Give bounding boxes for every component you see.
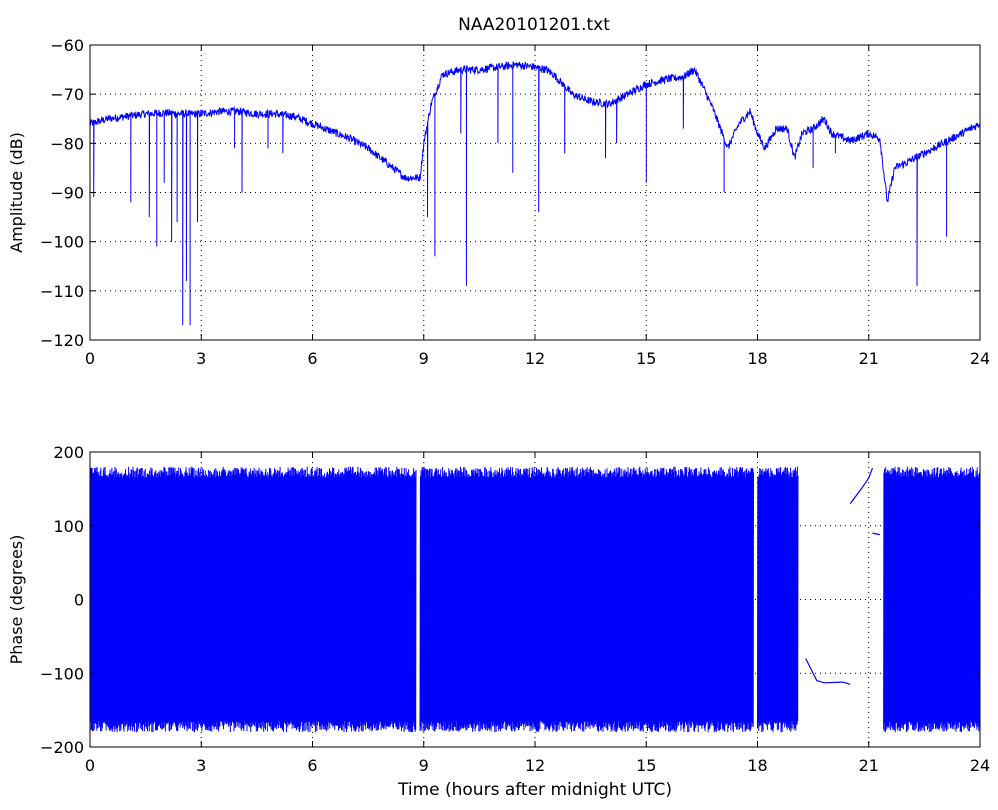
phase-series-segment: [805, 658, 851, 685]
y-axis-label: Phase (degrees): [7, 535, 26, 665]
amplitude-plot: 0 3 6 9 12 15 18 21 24 −120 −110 −100 −90 −80 −70 −60 Am…: [7, 36, 990, 368]
x-tick-label: 6: [307, 756, 317, 775]
phase-series-segment: [890, 621, 907, 674]
phase-plot: 0 3 6 9 12 15 18 21 24 −200 −100 0 100 200 Phase (degr…: [7, 443, 990, 800]
x-tick-label: 6: [307, 349, 317, 368]
x-tick-label: 24: [970, 756, 990, 775]
y-tick-label: −60: [50, 36, 84, 55]
x-tick-label: 15: [636, 349, 656, 368]
x-tick-label: 15: [636, 756, 656, 775]
x-tick-label: 0: [85, 756, 95, 775]
y-axis-label: Amplitude (dB): [7, 132, 26, 253]
x-tick-label: 18: [747, 756, 767, 775]
y-tick-label: −100: [40, 664, 84, 683]
y-tick-label: −70: [50, 85, 84, 104]
y-tick-label: −120: [40, 331, 84, 350]
x-tick-label: 21: [859, 756, 879, 775]
x-tick-label: 0: [85, 349, 95, 368]
x-tick-label: 3: [196, 756, 206, 775]
x-tick-label: 12: [525, 756, 545, 775]
y-tick-label: 100: [53, 517, 84, 536]
amplitude-series-line: [89, 61, 981, 326]
y-tick-label: −110: [40, 282, 84, 301]
y-tick-label: −200: [40, 738, 84, 757]
y-tick-label: −100: [40, 233, 84, 252]
x-axis-label: Time (hours after midnight UTC): [397, 780, 672, 800]
phase-series-segment: [872, 532, 881, 536]
y-tick-label: 0: [74, 591, 84, 610]
x-tick-label: 18: [747, 349, 767, 368]
x-tick-label: 9: [419, 349, 429, 368]
phase-series-segment: [849, 467, 874, 504]
x-tick-label: 24: [970, 349, 990, 368]
y-tick-label: −80: [50, 134, 84, 153]
y-tick-label: −90: [50, 184, 84, 203]
x-tick-label: 12: [525, 349, 545, 368]
x-tick-label: 21: [859, 349, 879, 368]
chart-title: NAA20101201.txt: [458, 15, 610, 35]
y-tick-label: 200: [53, 443, 84, 462]
x-tick-label: 9: [419, 756, 429, 775]
phase-series-segment: [757, 517, 769, 523]
x-tick-label: 3: [196, 349, 206, 368]
